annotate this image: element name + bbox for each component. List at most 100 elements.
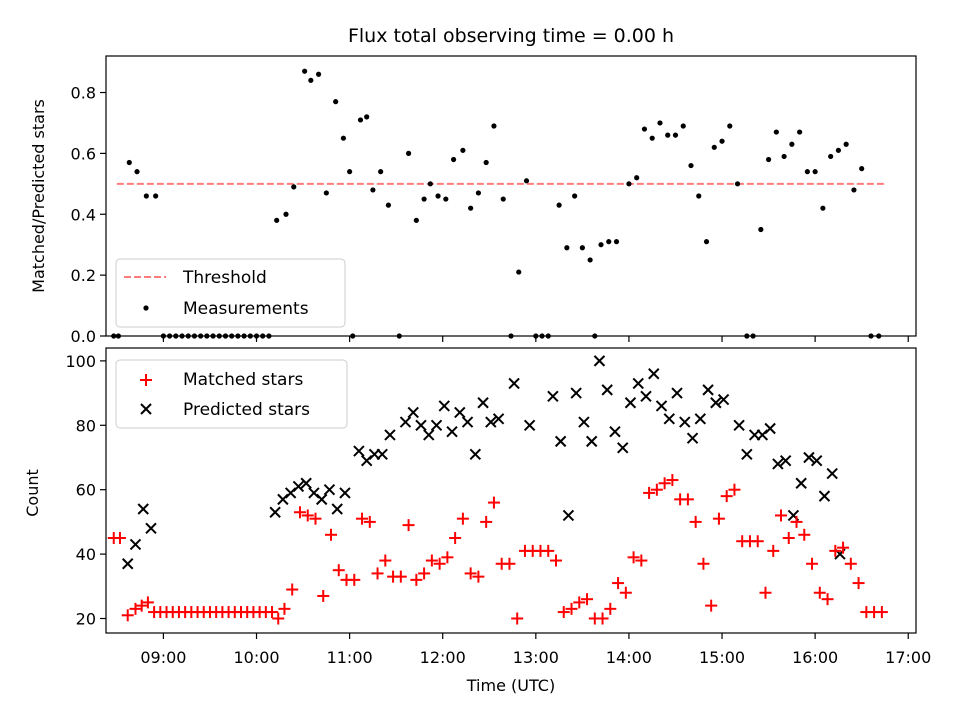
measurement-point [641,126,648,132]
matched-point [266,606,279,619]
x-tick-label: 12:00 [420,648,466,667]
matched-point [511,612,524,625]
matched-point [705,599,718,612]
x-tick-label: 16:00 [792,648,838,667]
matched-point [612,577,625,590]
matched-point [720,490,733,503]
measurement-point [680,123,686,129]
matched-point [293,506,306,519]
measurement-point [340,135,347,141]
matched-point [573,596,586,609]
matched-point [557,606,570,619]
measurement-point [302,68,308,74]
predicted-point [292,480,305,493]
predicted-point [601,384,613,396]
measurement-point [153,193,159,199]
measurement-point [649,135,655,141]
top-legend-box [115,258,346,328]
measurement-point [427,181,433,187]
matched-point [875,606,888,619]
matched-point [464,567,477,580]
measurement-point [835,147,842,153]
measurement-point [843,141,849,147]
predicted-legend-swatch [140,403,152,415]
bottom-y-axis-label: Count [23,469,42,517]
matched-point [121,609,134,622]
x-tick-label: 13:00 [513,648,559,667]
matched-point [650,483,663,496]
predicted-point [554,435,567,448]
matched-point [689,515,702,528]
top-legend: Threshold Measurements [115,258,346,328]
matched-point [286,583,299,596]
predicted-point [694,413,707,425]
top-y-tick-label: 0.2 [71,266,96,285]
measurement-point [579,245,585,251]
measurement-point [347,169,353,175]
matched-point [790,515,803,528]
threshold-legend-label: Threshold [182,268,267,288]
predicted-point [438,400,450,412]
matched-point [697,557,710,570]
measurement-point [378,169,384,175]
matched-point [309,512,322,525]
predicted-point [331,503,343,515]
measurement-point [711,144,717,150]
top-chart-title: Flux total observing time = 0.00 h [348,25,674,47]
matched-point [728,483,741,496]
matched-point [821,593,834,606]
matched-point [798,528,811,541]
measurement-point [308,77,314,83]
measurement-point [719,138,725,144]
predicted-legend-label: Predicted stars [183,400,310,420]
measurement-point [435,193,441,199]
predicted-point [454,406,466,419]
bottom-y-axis: 20 40 60 80 100 [65,352,106,629]
measurement-point [606,239,612,245]
predicted-point [485,416,497,428]
matched-point [456,512,469,525]
measurement-point [781,153,787,160]
top-y-tick-label: 0.8 [71,84,96,103]
matched-point [550,554,562,567]
predicted-point [446,426,458,438]
matched-legend-label: Matched stars [183,370,303,390]
predicted-point [461,416,474,428]
measurement-point [475,190,482,196]
predicted-point [772,458,784,470]
matched-point [278,602,291,615]
measurement-point [364,114,370,120]
measurement-point [851,187,857,193]
matched-point [681,493,694,506]
predicted-point [624,397,637,409]
measurements-legend-swatch [143,305,149,311]
matched-point [433,557,446,570]
predicted-point [407,406,419,419]
predicted-point [523,419,536,431]
predicted-point [547,390,559,403]
matched-point [604,602,617,615]
matched-point [829,544,842,557]
matched-point [480,515,493,528]
matched-point [317,589,330,602]
measurement-point [789,141,795,147]
predicted-point [430,419,443,431]
predicted-point [129,538,142,551]
bottom-y-tick-label: 80 [76,416,96,435]
matched-point [425,554,438,567]
top-y-tick-label: 0.6 [71,144,96,163]
measurement-point [665,132,671,138]
predicted-point [686,432,699,444]
predicted-point [640,390,652,403]
measurement-point [688,162,694,169]
predicted-point [803,451,815,464]
x-tick-label: 15:00 [699,648,745,667]
measurement-point [587,257,593,263]
predicted-point [826,467,838,480]
predicted-point [733,419,745,431]
measurement-point [797,129,803,135]
predicted-point [671,387,683,399]
measurement-point [405,150,412,156]
matched-point [441,551,454,564]
matched-point [487,496,500,509]
